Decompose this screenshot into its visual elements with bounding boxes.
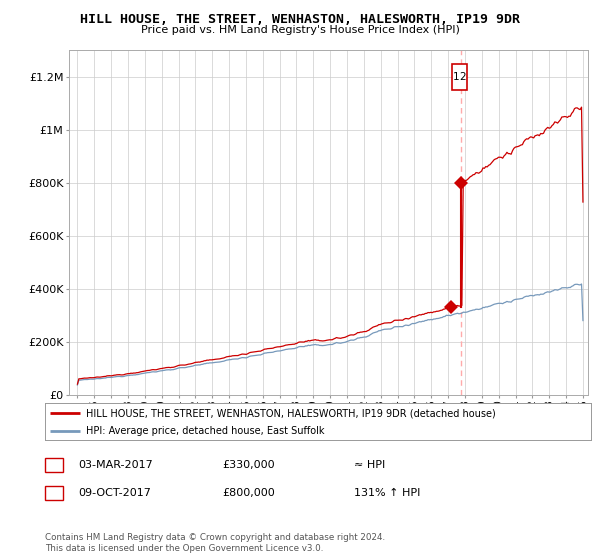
Text: 2: 2 [50, 488, 58, 498]
Text: Contains HM Land Registry data © Crown copyright and database right 2024.
This d: Contains HM Land Registry data © Crown c… [45, 533, 385, 553]
Text: HILL HOUSE, THE STREET, WENHASTON, HALESWORTH, IP19 9DR (detached house): HILL HOUSE, THE STREET, WENHASTON, HALES… [86, 408, 496, 418]
Text: 09-OCT-2017: 09-OCT-2017 [78, 488, 151, 498]
Text: £800,000: £800,000 [222, 488, 275, 498]
Text: HPI: Average price, detached house, East Suffolk: HPI: Average price, detached house, East… [86, 426, 325, 436]
FancyBboxPatch shape [452, 64, 467, 90]
Text: 1: 1 [50, 460, 58, 470]
Text: HILL HOUSE, THE STREET, WENHASTON, HALESWORTH, IP19 9DR: HILL HOUSE, THE STREET, WENHASTON, HALES… [80, 13, 520, 26]
Text: £330,000: £330,000 [222, 460, 275, 470]
Text: 131% ↑ HPI: 131% ↑ HPI [354, 488, 421, 498]
Text: 1: 1 [452, 72, 459, 82]
Text: 03-MAR-2017: 03-MAR-2017 [78, 460, 153, 470]
Text: ≈ HPI: ≈ HPI [354, 460, 385, 470]
Text: Price paid vs. HM Land Registry's House Price Index (HPI): Price paid vs. HM Land Registry's House … [140, 25, 460, 35]
Text: 2: 2 [459, 72, 466, 82]
